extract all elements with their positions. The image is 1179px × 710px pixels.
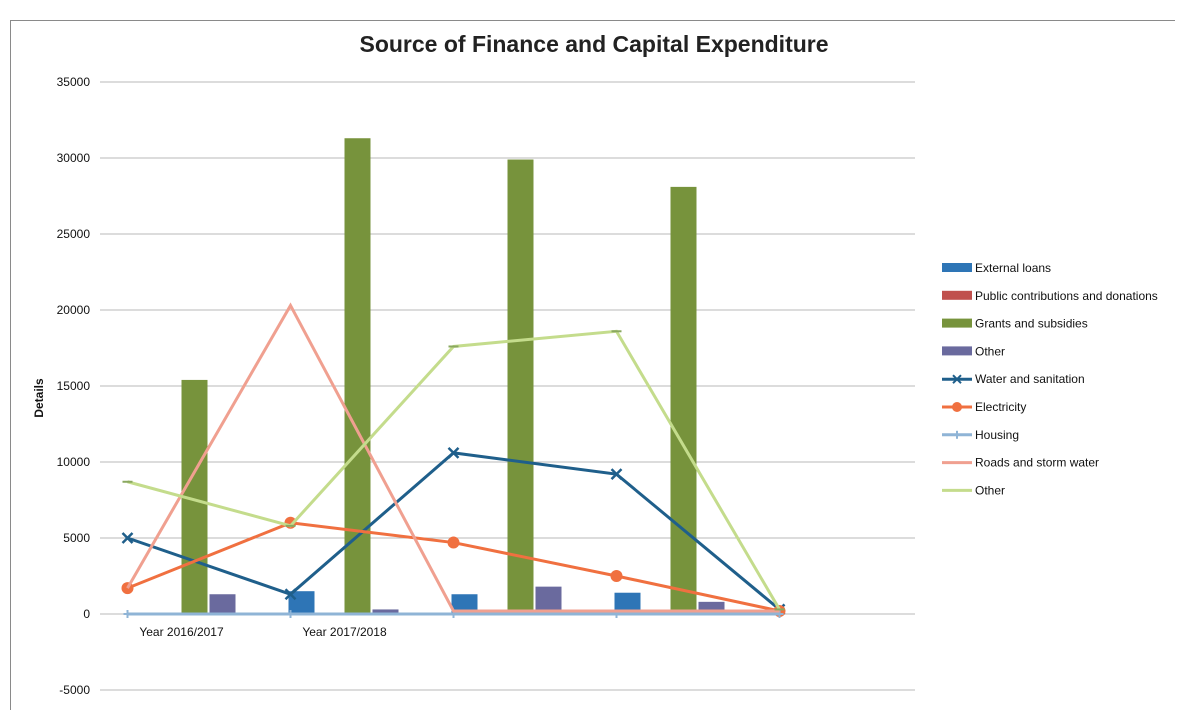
legend-label: Other — [975, 483, 1005, 497]
x-axis-ticks: Year 2016/2017 Year 2017/2018 — [139, 625, 387, 639]
legend-swatch — [942, 290, 972, 300]
chart-frame — [10, 20, 1175, 710]
line-point — [123, 610, 132, 618]
series-lines — [121, 302, 786, 618]
bar — [372, 609, 399, 614]
bars — [181, 138, 725, 615]
legend-label: Grants and subsidies — [975, 317, 1088, 331]
x-tick-label: Year 2017/2018 — [302, 625, 387, 639]
line-point — [121, 532, 134, 544]
line-point — [447, 446, 460, 459]
line-point — [284, 588, 297, 601]
legend: External loans Public contributions and d… — [942, 261, 1158, 497]
y-tick-label: 20000 — [57, 303, 91, 317]
y-tick-label: 0 — [83, 607, 90, 621]
bar — [614, 592, 641, 614]
bar — [670, 186, 697, 614]
x-tick-label: Year 2016/2017 — [139, 625, 224, 639]
legend-label: Roads and storm water — [975, 456, 1099, 470]
y-tick-label: 35000 — [57, 75, 91, 89]
line-point — [610, 570, 623, 582]
legend-marker — [952, 374, 962, 384]
bar — [535, 586, 562, 614]
legend-marker — [952, 402, 962, 412]
legend-label: Other — [975, 344, 1005, 358]
chart-title: Source of Finance and Capital Expenditur… — [359, 31, 828, 57]
y-tick-label: 10000 — [57, 455, 91, 469]
y-tick-label: 5000 — [63, 531, 90, 545]
y-tick-label: -5000 — [59, 683, 90, 697]
line-point — [447, 536, 460, 549]
legend-label: Housing — [975, 428, 1019, 442]
legend-label: External loans — [975, 261, 1051, 275]
series-line — [126, 302, 780, 613]
bar — [451, 594, 478, 614]
bar — [507, 159, 534, 614]
legend-swatch — [942, 263, 972, 272]
legend-swatch — [942, 318, 972, 328]
y-axis-ticks: -5000 0 5000 10000 15000 20000 25000 30000 35000 — [57, 75, 91, 697]
bar — [209, 594, 236, 614]
line-point — [121, 582, 134, 595]
line-point — [286, 610, 295, 618]
legend-label: Electricity — [975, 400, 1026, 414]
y-tick-label: 30000 — [57, 151, 91, 165]
legend-swatch — [942, 346, 972, 356]
legend-label: Public contributions and donations — [975, 289, 1158, 303]
line-point — [610, 468, 623, 481]
legend-label: Water and sanitation — [975, 372, 1085, 386]
bar — [288, 591, 315, 614]
y-tick-label: 15000 — [57, 379, 91, 393]
y-axis-label: Details — [32, 378, 46, 418]
y-tick-label: 25000 — [57, 227, 91, 241]
